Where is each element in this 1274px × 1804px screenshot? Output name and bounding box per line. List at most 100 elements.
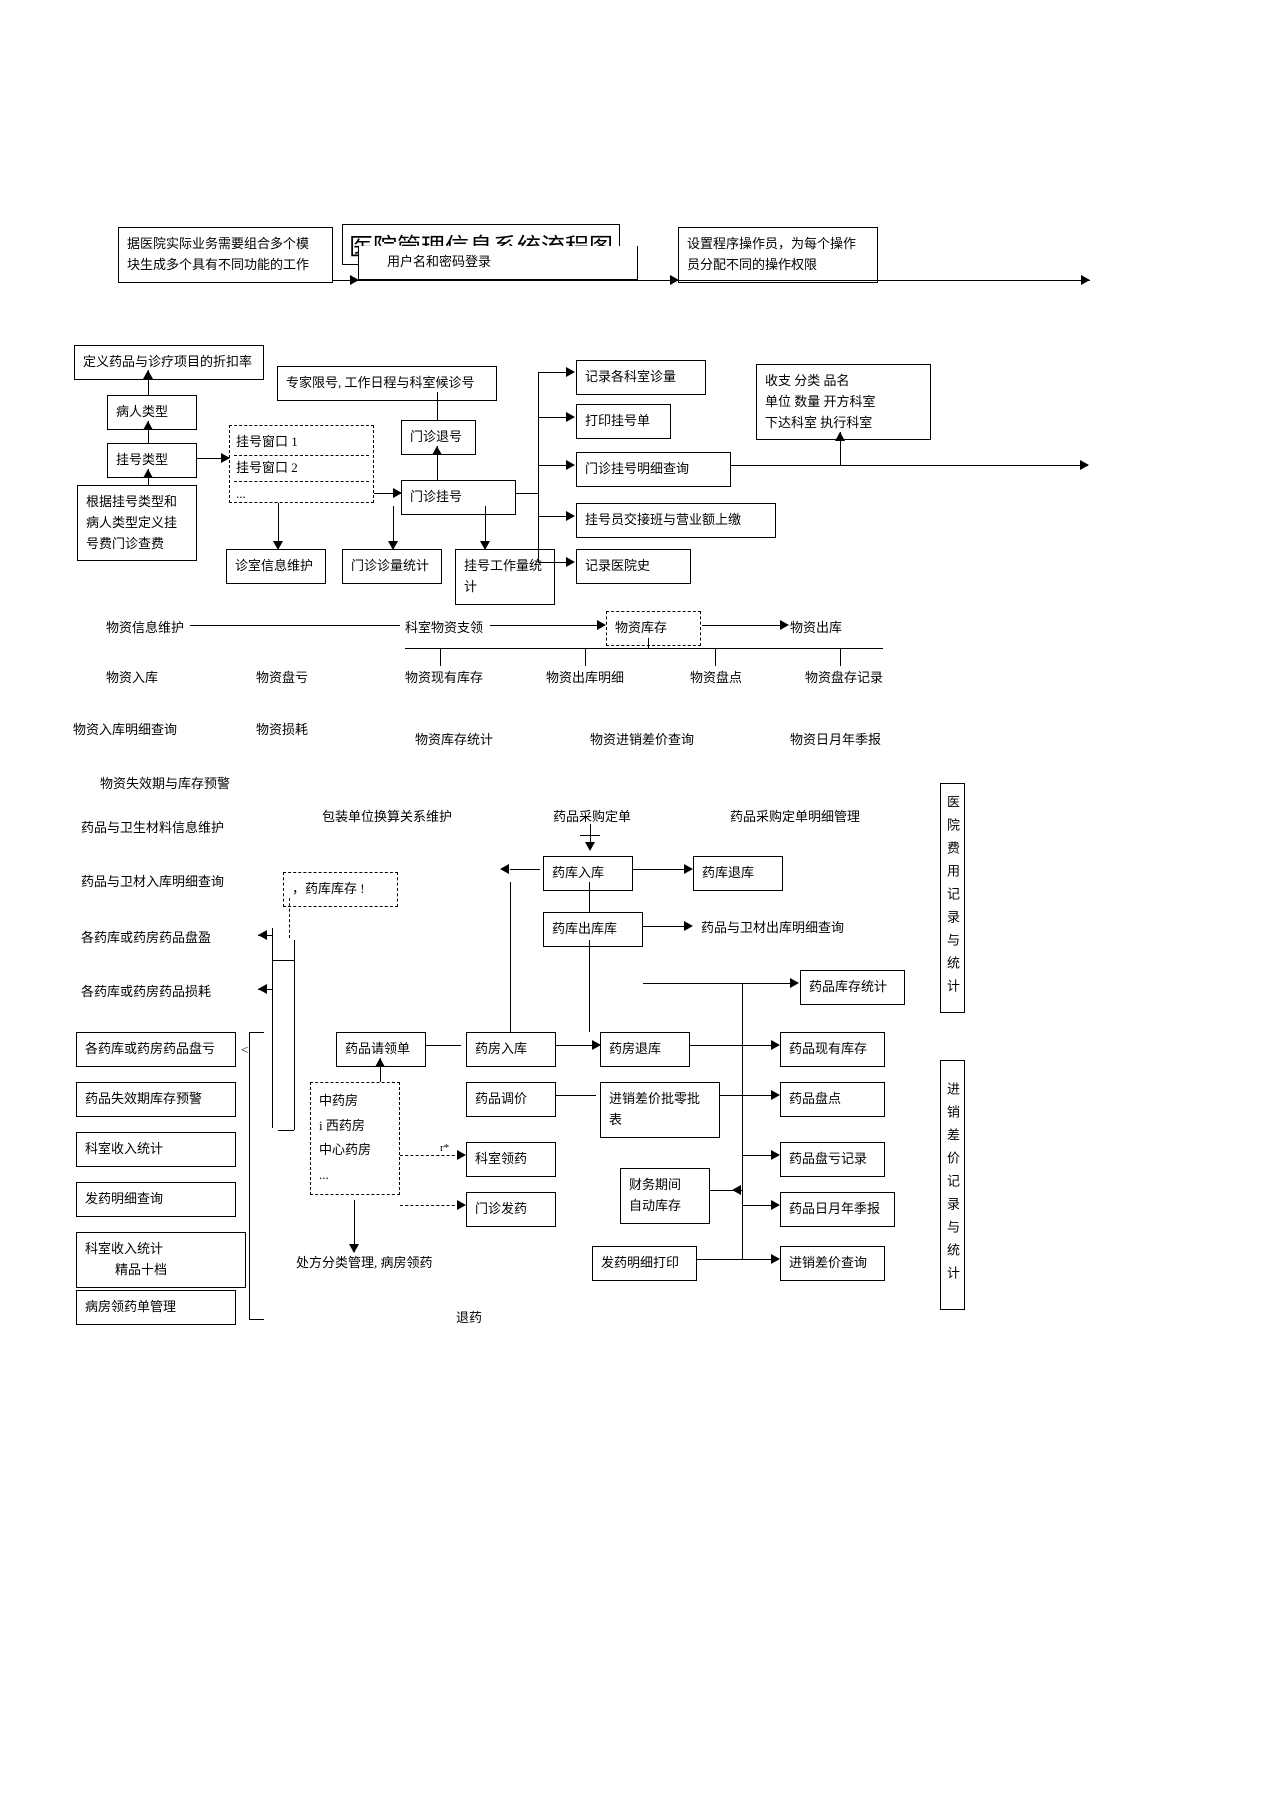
cashier-box: 挂号员交接班与营业额上缴: [576, 503, 776, 538]
arrow: [273, 541, 283, 550]
tiny-r: r*: [440, 1140, 449, 1158]
by-type-box: 根据挂号类型和 病人类型定义挂 号费门诊查费: [77, 485, 197, 561]
mat-b5: 物资盘点: [690, 668, 742, 689]
line: [589, 882, 590, 912]
mat-a2: 科室物资支领: [405, 618, 483, 639]
line: [643, 983, 793, 984]
line: [440, 648, 441, 666]
arrow: [771, 1254, 780, 1264]
yftk: 药房退库: [600, 1032, 690, 1067]
arrow: [457, 1200, 466, 1210]
win1: 挂号窗口 1: [234, 430, 369, 456]
arrow: [500, 864, 509, 874]
l8: 发药明细查询: [76, 1182, 236, 1217]
mat-b3: 物资现有库存: [405, 668, 483, 689]
arrow: [835, 432, 845, 441]
line: [516, 493, 538, 494]
mat-d1: 物资失效期与库存预警: [100, 774, 230, 795]
print-reg-box: 打印挂号单: [576, 404, 671, 439]
top1: 包装单位换算关系维护: [322, 807, 452, 828]
l2: 药品与卫材入库明细查询: [81, 872, 224, 893]
line: [400, 1155, 460, 1156]
out-reg-box: 门诊挂号: [401, 480, 516, 515]
arrow: [480, 541, 490, 550]
ykkc-note: ，药库库存 !: [283, 872, 398, 907]
l9b-text: 精品十档: [85, 1262, 167, 1277]
dept-maint-box: 诊室信息维护: [226, 549, 326, 584]
l3: 各药库或药房药品盘盈: [81, 928, 211, 949]
line: [289, 898, 290, 938]
line: [702, 625, 782, 626]
arrow: [771, 1150, 780, 1160]
ykrk: 药库入库: [543, 856, 633, 891]
line: [405, 648, 883, 649]
arrow: [1080, 460, 1089, 470]
arrow: [143, 421, 153, 430]
yktk: 药库退库: [693, 856, 783, 891]
line: [715, 648, 716, 666]
l10: 病房领药单管理: [76, 1290, 236, 1325]
xykc: 药品现有库存: [780, 1032, 885, 1067]
arrow: [258, 984, 267, 994]
yryn: 药品日月年季报: [780, 1192, 895, 1227]
pd: 药品盘点: [780, 1082, 885, 1117]
l7: 科室收入统计: [76, 1132, 236, 1167]
jxcx: 进销差价查询: [780, 1246, 885, 1281]
arrow: [780, 620, 789, 630]
lt: <: [241, 1040, 248, 1061]
ty: 退药: [456, 1308, 482, 1329]
pharm-list: 中药房 i 西药房 中心药房 ...: [310, 1082, 400, 1195]
line: [538, 372, 539, 562]
top-center-text: 用户名和密码登录: [367, 254, 491, 269]
mzfy: 门诊发药: [466, 1192, 556, 1227]
arrow: [771, 1200, 780, 1210]
arrow: [566, 557, 575, 567]
arrow: [592, 1040, 601, 1050]
arrow: [585, 842, 595, 851]
line: [490, 625, 600, 626]
cwqj: 财务期间 自动库存: [620, 1168, 710, 1224]
line: [585, 648, 586, 666]
top3: 药品采购定单明细管理: [730, 807, 860, 828]
mat-a3: 物资库存: [606, 611, 701, 646]
line: [278, 1130, 294, 1131]
reg-work-box: 挂号工作量统计: [455, 549, 555, 605]
arrow: [221, 453, 230, 463]
arrow: [457, 1150, 466, 1160]
mat-c4: 物资进销差价查询: [590, 730, 694, 751]
arrow: [566, 460, 575, 470]
win2: 挂号窗口 2: [234, 456, 369, 482]
arrow: [350, 275, 359, 285]
top-center-box: 用户名和密码登录: [358, 246, 638, 280]
line: [538, 562, 568, 563]
arrow: [566, 367, 575, 377]
windows-box: 挂号窗口 1 挂号窗口 2 ...: [229, 425, 374, 503]
cffl: 处方分类管理, 病房领药: [296, 1253, 433, 1274]
top-right-box: 设置程序操作员，为每个操作 员分配不同的操作权限: [678, 227, 878, 283]
win-etc: ...: [234, 482, 369, 507]
top-left-box: 据医院实际业务需要组合多个模 块生成多个具有不同功能的工作: [118, 227, 333, 283]
line: [510, 869, 540, 870]
mat-c1: 物资入库明细查询: [73, 720, 177, 741]
arrow: [143, 469, 153, 478]
define-fee-box: 定义药品与诊疗项目的折扣率: [74, 345, 264, 380]
line: [426, 1045, 461, 1046]
line: [720, 1095, 775, 1096]
line: [294, 940, 295, 1130]
ksly: 科室领药: [466, 1142, 556, 1177]
mat-a1: 物资信息维护: [106, 618, 184, 639]
kctj: 药品库存统计: [800, 970, 905, 1005]
side-lower: 进销差价记录与统计: [940, 1060, 965, 1310]
line: [840, 648, 841, 666]
arrow: [771, 1040, 780, 1050]
line: [190, 625, 400, 626]
arrow: [790, 978, 799, 988]
line: [538, 516, 568, 517]
ysp: 药品调价: [466, 1082, 556, 1117]
arrow: [388, 541, 398, 550]
yfrk: 药房入库: [466, 1032, 556, 1067]
arrow: [375, 1058, 385, 1067]
mat-c5: 物资日月年季报: [790, 730, 881, 751]
arrow: [566, 412, 575, 422]
ykck: 药库出库库: [543, 912, 643, 947]
